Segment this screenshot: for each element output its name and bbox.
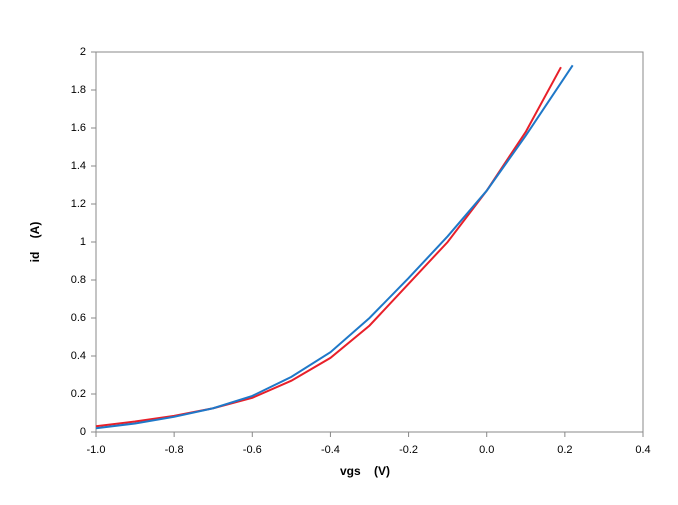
y-tick-label: 0.8 bbox=[71, 274, 86, 286]
y-tick-label: 1.8 bbox=[71, 84, 86, 96]
y-tick-label: 0.6 bbox=[71, 312, 86, 324]
plot-area bbox=[95, 51, 644, 433]
x-tick-label: -0.2 bbox=[399, 444, 418, 456]
x-tick-label: 0.2 bbox=[557, 444, 572, 456]
y-tick-label: 0 bbox=[80, 426, 86, 438]
x-tick-label: -1.0 bbox=[87, 444, 106, 456]
series-line bbox=[95, 64, 574, 430]
y-tick-label: 1 bbox=[80, 236, 86, 248]
x-tick-label: 0.4 bbox=[635, 444, 650, 456]
y-tick-label: 1.4 bbox=[71, 160, 86, 172]
y-axis-label: id (A) bbox=[28, 222, 42, 263]
y-tick-label: 0.4 bbox=[71, 350, 86, 362]
x-tick-label: -0.6 bbox=[243, 444, 262, 456]
series-line bbox=[95, 66, 562, 428]
y-tick-label: 1.2 bbox=[71, 198, 86, 210]
x-tick-label: -0.4 bbox=[321, 444, 340, 456]
x-tick-label: -0.8 bbox=[165, 444, 184, 456]
y-tick-label: 2 bbox=[80, 46, 86, 58]
x-tick-label: 0.0 bbox=[479, 444, 494, 456]
x-axis-label: vgs (V) bbox=[340, 464, 390, 478]
y-tick-label: 1.6 bbox=[71, 122, 86, 134]
y-tick-label: 0.2 bbox=[71, 388, 86, 400]
